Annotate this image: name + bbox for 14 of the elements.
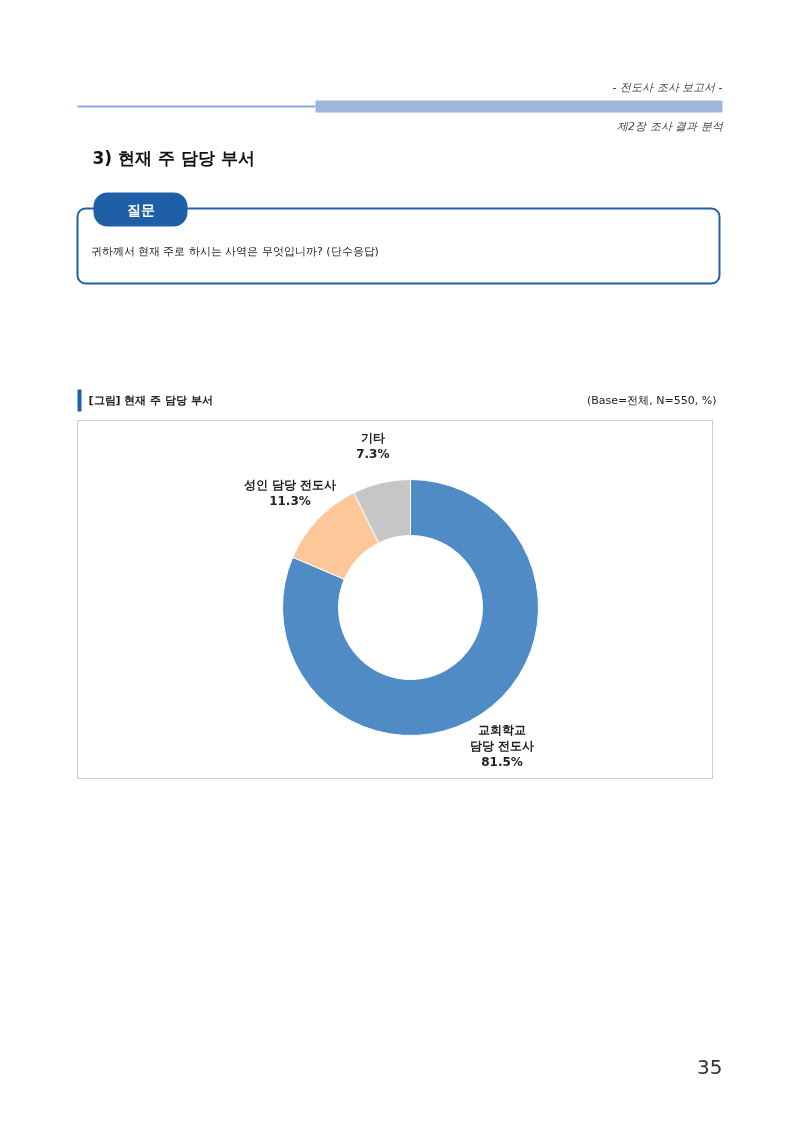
slice-label: 성인 담당 전도사 [243,478,337,493]
slice-label: 기타 [360,430,385,445]
data-label: 7.3% [356,446,390,461]
slice-label: 교회학교 담당 전도사 [469,723,535,754]
text: [그림] 현재 주 담당 부서 [88,394,213,407]
text: 3) 현재 주 담당 부서 [92,147,255,168]
text: - 전도사 조사 보고서 - [612,81,723,94]
text: (Base=전체, N=550, %) [587,394,717,407]
text: 질문 [126,201,155,218]
text: 제2장 조사 결과 분석 [617,120,724,133]
data-label: 11.3% [269,494,311,509]
data-label: 81.5% [481,755,523,770]
text: 35 [697,1054,723,1079]
text: 귀하께서 현재 주로 하시는 사역은 무엇입니까? (단수응답) [90,245,379,258]
